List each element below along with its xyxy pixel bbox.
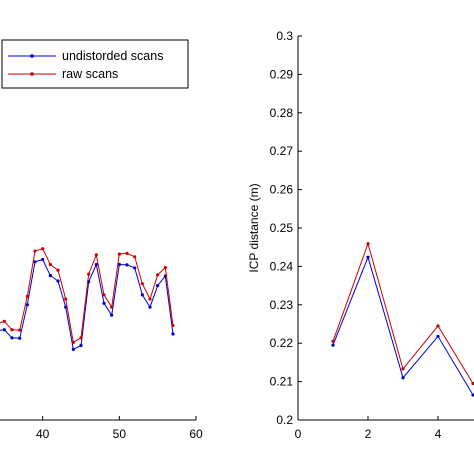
right-series-point-0 [331, 343, 335, 347]
left-series-point-1 [25, 294, 29, 298]
right-series-point-0 [401, 376, 405, 380]
right-series-point-1 [401, 367, 405, 371]
left-series-point-1 [156, 273, 160, 277]
left-series-point-1 [110, 305, 114, 309]
left-series-point-1 [2, 319, 6, 323]
right-series-point-1 [366, 242, 370, 246]
right-y-tick-label: 0.3 [276, 29, 293, 43]
right-y-tick-label: 0.2 [276, 413, 293, 427]
left-series-point-1 [117, 252, 121, 256]
right-series-point-1 [436, 324, 440, 328]
left-series-point-0 [133, 266, 137, 270]
left-series-point-0 [156, 284, 160, 288]
left-series-point-1 [10, 328, 14, 332]
right-y-tick-label: 0.29 [270, 67, 294, 81]
left-series-point-1 [56, 268, 60, 272]
legend-marker-1 [30, 72, 34, 76]
left-series-point-0 [71, 347, 75, 351]
left-series-point-1 [79, 336, 83, 340]
right-plot: 0.2 0.21 0.22 0.23 0.24 0.25 0.26 0.27 0.28 0.29 0… [247, 29, 474, 441]
left-series-point-1 [41, 247, 45, 251]
left-series-point-0 [33, 260, 37, 264]
right-y-axis-label: ICP distance (m) [247, 183, 261, 272]
right-x-tick-label: 0 [295, 427, 302, 441]
right-series-line-0 [332, 255, 474, 396]
left-x-tick-label: 40 [36, 427, 50, 441]
left-plot: 40 50 60 [0, 247, 203, 441]
right-y-tick-label: 0.22 [270, 336, 294, 350]
right-series-point-0 [471, 393, 474, 397]
right-y-tick-label: 0.24 [270, 259, 294, 273]
left-series-line-0 [0, 258, 174, 351]
right-y-tick-label: 0.25 [270, 221, 294, 235]
left-series-point-1 [133, 255, 137, 259]
left-series-point-1 [33, 249, 37, 253]
left-series-point-0 [56, 279, 60, 283]
left-series-point-0 [48, 274, 52, 278]
legend-label-1: raw scans [62, 67, 118, 81]
left-series-point-1 [87, 272, 91, 276]
left-series-point-1 [64, 297, 68, 301]
right-x-tick-label: 4 [435, 427, 442, 441]
left-series-point-1 [94, 253, 98, 257]
left-series-point-0 [110, 313, 114, 317]
right-y-tick-label: 0.26 [270, 183, 294, 197]
right-y-tick-label: 0.23 [270, 298, 294, 312]
left-series-point-1 [148, 297, 152, 301]
left-series-point-1 [125, 251, 129, 255]
legend-marker-0 [30, 54, 34, 58]
right-y-tick-label: 0.27 [270, 144, 294, 158]
left-series-point-0 [2, 328, 6, 332]
left-series-point-0 [41, 257, 45, 262]
left-series-point-1 [48, 262, 52, 267]
legend-box [1, 39, 189, 89]
left-series-point-0 [10, 336, 14, 340]
left-series-point-1 [171, 323, 175, 328]
right-y-tick-label: 0.21 [270, 375, 294, 389]
right-series-point-1 [471, 381, 474, 386]
left-series-point-1 [18, 328, 22, 332]
left-series-point-0 [102, 301, 106, 305]
left-series-point-0 [94, 262, 98, 267]
right-series-point-1 [331, 339, 335, 343]
left-x-tick-label: 50 [113, 427, 127, 441]
right-x-tick-label: 2 [365, 427, 372, 441]
left-series-point-0 [148, 305, 152, 309]
left-series-point-0 [64, 305, 68, 309]
left-series-point-0 [140, 293, 144, 297]
legend-label-0: undistorded scans [62, 49, 163, 63]
right-y-tick-label: 0.28 [270, 106, 294, 120]
left-series-point-1 [140, 282, 144, 286]
right-series-point-0 [436, 334, 440, 338]
left-series-point-0 [125, 263, 129, 267]
left-series-point-1 [71, 340, 75, 345]
left-series-point-1 [163, 265, 167, 270]
left-series-point-0 [18, 336, 22, 340]
left-series-line-1 [0, 248, 174, 344]
legend: undistorded scans raw scans [1, 39, 189, 89]
left-series-point-0 [171, 332, 175, 336]
left-series-point-1 [102, 293, 106, 297]
right-series-line-1 [332, 242, 474, 384]
left-x-tick-label: 60 [189, 427, 203, 441]
right-series-point-0 [366, 255, 370, 259]
left-series-point-0 [25, 303, 29, 307]
left-series-point-0 [79, 343, 83, 348]
left-series-point-0 [117, 262, 121, 267]
